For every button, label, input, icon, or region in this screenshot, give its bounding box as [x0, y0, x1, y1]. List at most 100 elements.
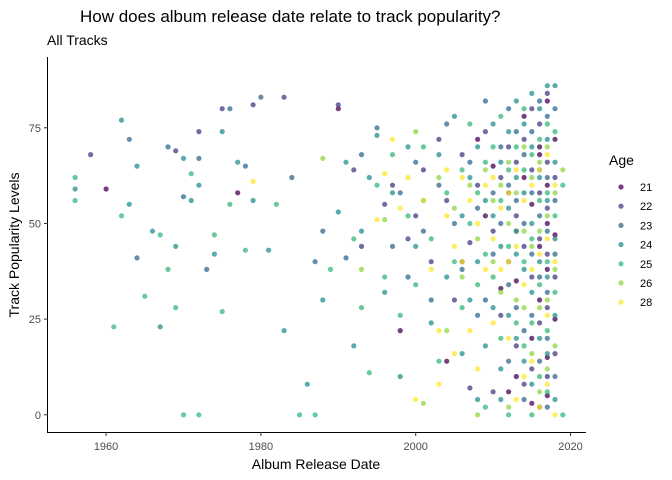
data-point — [490, 163, 496, 169]
data-point — [552, 236, 558, 242]
data-point — [506, 389, 512, 395]
data-point — [173, 305, 179, 311]
data-point — [544, 83, 550, 89]
points-layer — [72, 83, 566, 418]
data-point — [444, 358, 450, 364]
y-tick-label: 50 — [29, 218, 41, 230]
data-point — [529, 167, 535, 173]
data-point — [459, 259, 465, 265]
data-point — [467, 240, 473, 246]
data-point — [335, 209, 341, 215]
data-point — [537, 282, 543, 288]
data-point — [544, 312, 550, 318]
data-point — [537, 373, 543, 380]
data-point — [482, 129, 488, 135]
data-point — [529, 351, 535, 357]
data-point — [498, 289, 504, 295]
y-tick-label: 0 — [35, 410, 41, 422]
data-point — [142, 293, 148, 299]
data-point — [529, 243, 535, 249]
data-point — [180, 155, 187, 161]
data-point — [506, 312, 512, 318]
data-point — [196, 182, 202, 188]
data-point — [475, 190, 481, 196]
data-point — [544, 90, 550, 96]
legend-entries: 21 22 23 24 25 26 28 — [618, 182, 652, 309]
data-point — [444, 121, 450, 127]
data-point — [552, 174, 558, 181]
data-point — [544, 113, 550, 119]
data-point — [420, 167, 426, 173]
data-point — [529, 400, 535, 406]
data-point — [544, 205, 550, 211]
data-point — [506, 412, 512, 418]
data-point — [459, 174, 465, 181]
data-point — [544, 98, 550, 104]
data-point — [544, 373, 550, 380]
data-point — [506, 159, 512, 165]
data-point — [506, 243, 512, 249]
data-point — [459, 305, 465, 311]
data-point — [537, 197, 543, 204]
data-point — [382, 289, 388, 295]
data-point — [529, 106, 535, 112]
x-tick-label: 1960 — [94, 441, 118, 453]
data-point — [482, 404, 488, 410]
data-point — [436, 381, 442, 387]
data-point — [513, 174, 519, 181]
data-point — [413, 282, 419, 288]
data-point — [537, 190, 543, 196]
data-point — [552, 251, 558, 257]
data-point — [529, 320, 535, 326]
data-point — [428, 266, 434, 272]
data-point — [506, 220, 512, 227]
data-point — [126, 201, 132, 207]
data-point — [552, 129, 558, 135]
data-point — [521, 190, 527, 196]
data-point — [521, 152, 527, 158]
data-point — [552, 312, 558, 318]
y-axis-title: Track Popularity Levels — [6, 173, 22, 318]
data-point — [250, 197, 256, 204]
data-point — [467, 121, 473, 127]
data-point — [537, 259, 543, 265]
data-point — [444, 213, 450, 219]
data-point — [389, 182, 396, 188]
data-point — [537, 106, 543, 112]
x-axis-ticks: 1960 1980 2000 2020 — [94, 432, 583, 453]
data-point — [196, 129, 202, 135]
data-point — [88, 152, 94, 158]
data-point — [389, 152, 396, 158]
data-point — [513, 335, 519, 341]
data-point — [281, 94, 287, 100]
data-point — [428, 236, 434, 242]
data-point — [134, 255, 140, 261]
data-point — [498, 266, 504, 272]
data-point — [537, 167, 543, 173]
data-point — [482, 213, 488, 219]
data-point — [297, 412, 303, 418]
data-point — [459, 213, 465, 219]
data-point — [537, 152, 543, 158]
data-point — [374, 182, 380, 188]
legend-key — [618, 261, 624, 267]
data-point — [521, 197, 527, 204]
data-point — [467, 328, 473, 334]
data-point — [498, 396, 504, 403]
data-point — [482, 167, 488, 173]
data-point — [242, 247, 248, 253]
data-point — [521, 106, 527, 112]
data-point — [475, 396, 481, 403]
data-point — [413, 243, 419, 249]
data-point — [544, 251, 550, 257]
data-point — [482, 343, 488, 349]
legend-label: 22 — [640, 201, 652, 213]
data-point — [544, 121, 550, 127]
data-point — [467, 182, 473, 188]
data-point — [475, 412, 481, 418]
data-point — [436, 328, 442, 334]
data-point — [358, 305, 365, 311]
data-point — [281, 328, 287, 334]
data-point — [521, 144, 527, 150]
data-point — [235, 159, 241, 165]
